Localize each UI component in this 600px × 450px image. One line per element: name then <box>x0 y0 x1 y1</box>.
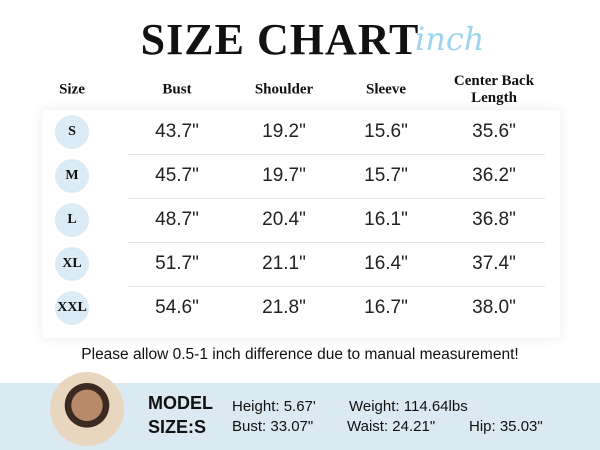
table-cell: 36.2" <box>472 165 516 186</box>
measurement: Bust: 33.07" <box>232 418 314 435</box>
table-cell: 15.6" <box>364 121 408 142</box>
measurement: Waist: 24.21" <box>347 418 436 435</box>
measurement: Hip: 35.03" <box>469 418 543 435</box>
table-cell: 35.6" <box>472 121 516 142</box>
measurement: Weight: 114.64lbs <box>349 398 468 415</box>
column-header: Size <box>59 81 85 98</box>
table-cell: 21.8" <box>262 297 306 318</box>
size-badge: XXL <box>55 291 89 325</box>
table-cell: 16.4" <box>364 253 408 274</box>
table-cell: 48.7" <box>155 209 199 230</box>
table-cell: 16.1" <box>364 209 408 230</box>
table-cell: 54.6" <box>155 297 199 318</box>
row-divider <box>128 198 545 199</box>
table-cell: 20.4" <box>262 209 306 230</box>
column-header: Sleeve <box>366 81 406 98</box>
title: SIZE CHART <box>140 15 420 64</box>
table-cell: 45.7" <box>155 165 199 186</box>
table-cell: 16.7" <box>364 297 408 318</box>
measurement: Height: 5.67' <box>232 398 316 415</box>
column-header: Shoulder <box>254 81 314 98</box>
table-cell: 51.7" <box>155 253 199 274</box>
table-cell: 38.0" <box>472 297 516 318</box>
column-header: Bust <box>162 81 192 98</box>
row-divider <box>128 286 545 287</box>
table-cell: 43.7" <box>155 121 199 142</box>
model-label: MODEL <box>148 393 213 413</box>
table-cell: 15.7" <box>364 165 408 186</box>
table-cell: 19.7" <box>262 165 306 186</box>
size-badge: XL <box>55 247 89 281</box>
size-badge: S <box>55 115 89 149</box>
unit: inch <box>415 20 485 58</box>
table-cell: 36.8" <box>472 209 516 230</box>
table-cell: 19.2" <box>262 121 306 142</box>
table-cell: 21.1" <box>262 253 306 274</box>
table-cell: 37.4" <box>472 253 516 274</box>
model-photo <box>50 372 124 446</box>
size-badge: M <box>55 159 89 193</box>
note: Please allow 0.5-1 inch difference due t… <box>81 346 519 363</box>
size-badge: L <box>55 203 89 237</box>
row-divider <box>128 242 545 243</box>
column-header: Center Back Length <box>453 73 535 106</box>
model-size: SIZE:S <box>148 417 207 437</box>
row-divider <box>128 154 545 155</box>
